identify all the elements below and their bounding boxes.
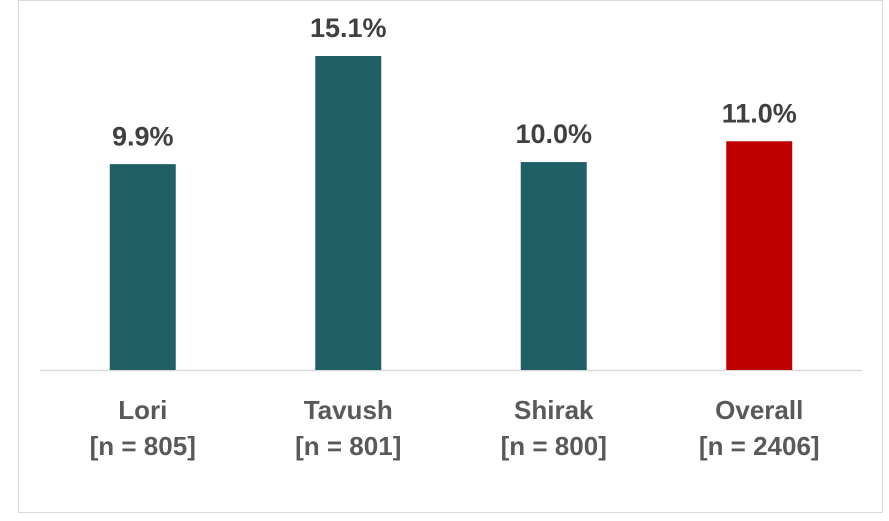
x-tick-label: Overall (715, 395, 803, 425)
value-label: 10.0% (515, 119, 592, 149)
value-label: 15.1% (310, 13, 387, 43)
bar (726, 141, 793, 370)
value-label: 9.9% (112, 121, 174, 151)
x-tick-label: Lori (118, 395, 167, 425)
x-tick-label: [n = 805] (90, 431, 196, 461)
bar (520, 162, 587, 370)
bar (315, 56, 382, 370)
x-tick-label: Tavush (304, 395, 393, 425)
value-label: 11.0% (722, 98, 797, 128)
x-tick-label: Shirak (514, 395, 594, 425)
x-tick-label: [n = 801] (295, 431, 401, 461)
x-tick-label: [n = 2406] (699, 431, 820, 461)
x-tick-label: [n = 800] (501, 431, 607, 461)
bar (109, 164, 176, 370)
